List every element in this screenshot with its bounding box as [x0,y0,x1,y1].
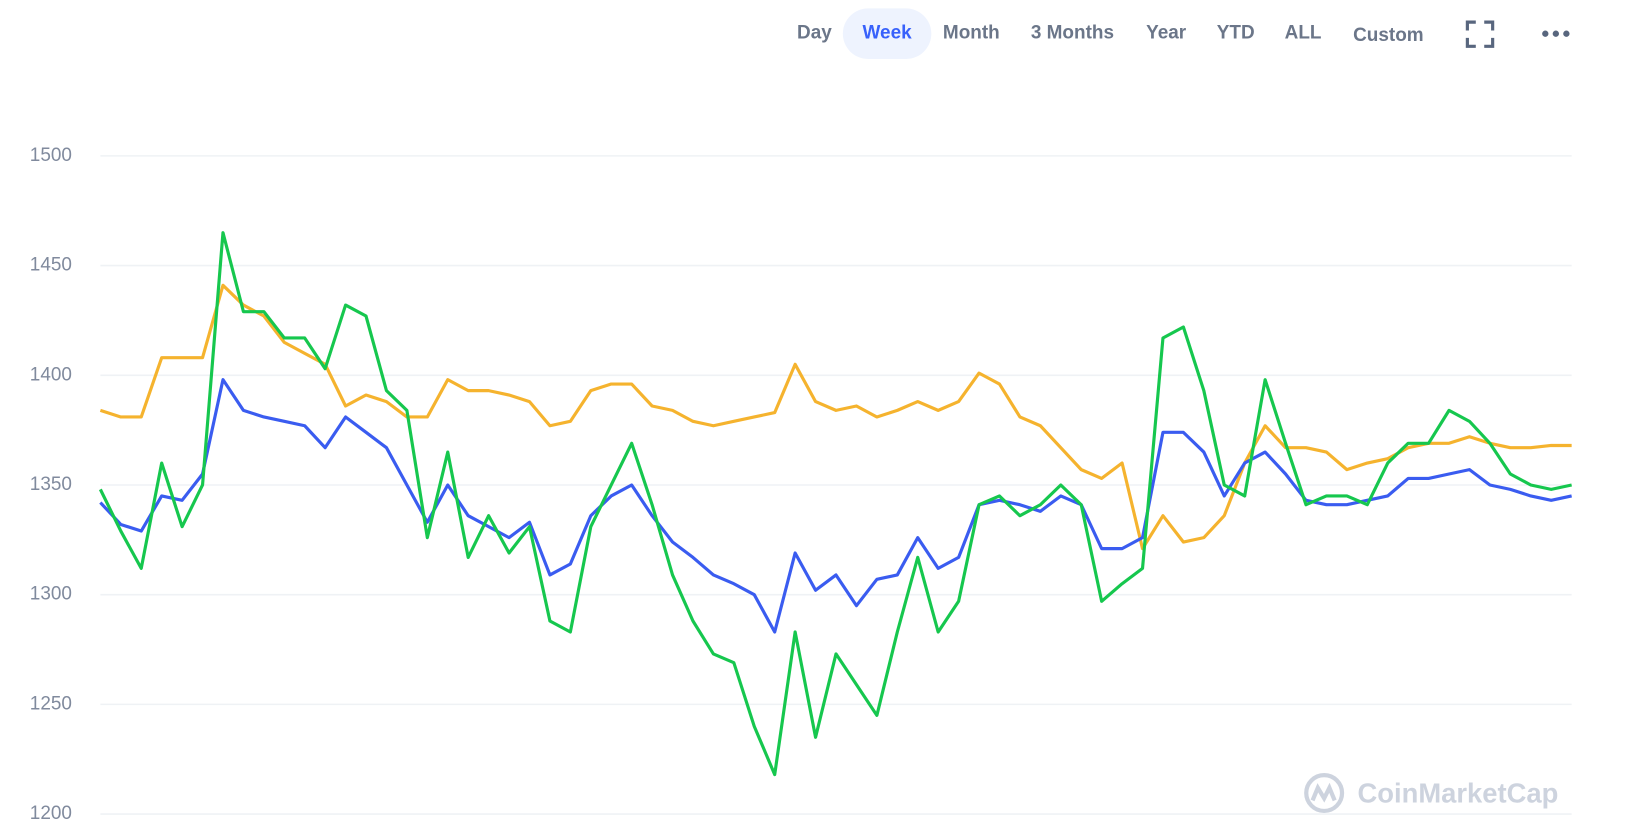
watermark: CoinMarketCap [1358,777,1559,808]
y-tick-label: 1400 [30,364,72,385]
range-button[interactable]: Month [943,23,1000,44]
watermark-logo [1304,773,1345,814]
range-button[interactable]: Week [863,23,913,44]
line-series [99,283,1572,551]
range-button[interactable]: Custom [1353,25,1423,46]
y-tick-label: 1250 [30,693,72,714]
more-icon[interactable] [1542,30,1570,37]
y-tick-label: 1200 [30,803,72,824]
range-button-bg[interactable] [842,8,932,59]
y-tick-label: 1450 [30,255,72,276]
line-series [98,231,1572,777]
y-tick-label: 1300 [30,584,72,605]
range-button[interactable]: YTD [1217,23,1255,44]
fullscreen-icon[interactable] [1465,20,1495,48]
y-tick-label: 1500 [30,145,72,166]
range-button[interactable]: Year [1146,23,1187,44]
range-button[interactable]: Day [797,23,832,44]
line-series [99,378,1572,634]
range-button[interactable]: 3 Months [1031,23,1114,44]
y-tick-label: 1350 [30,474,72,495]
range-button[interactable]: ALL [1285,23,1322,44]
